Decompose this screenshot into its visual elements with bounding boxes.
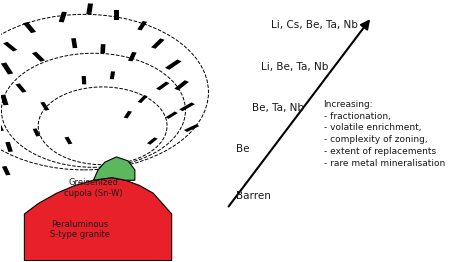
Polygon shape xyxy=(93,157,135,180)
Text: Increasing:
- fractionation,
- volatile enrichment,
- complexity of zoning,
- ex: Increasing: - fractionation, - volatile … xyxy=(324,100,445,168)
Polygon shape xyxy=(165,59,182,70)
Polygon shape xyxy=(2,166,10,175)
Polygon shape xyxy=(156,81,170,90)
Polygon shape xyxy=(24,178,172,261)
Text: Peraluminous
S-type granite: Peraluminous S-type granite xyxy=(50,220,109,239)
Polygon shape xyxy=(128,52,137,61)
Text: Barren: Barren xyxy=(236,191,271,201)
Polygon shape xyxy=(137,21,147,30)
Text: Be, Ta, Nb: Be, Ta, Nb xyxy=(252,103,304,113)
Polygon shape xyxy=(23,22,36,33)
Polygon shape xyxy=(40,102,49,111)
Polygon shape xyxy=(64,137,73,144)
Text: Be: Be xyxy=(236,144,250,154)
Polygon shape xyxy=(16,83,27,93)
Polygon shape xyxy=(110,71,115,79)
Polygon shape xyxy=(174,80,189,90)
Polygon shape xyxy=(59,12,67,22)
Polygon shape xyxy=(71,38,77,48)
Polygon shape xyxy=(179,102,195,111)
Text: Greisenized
cupola (Sn-W): Greisenized cupola (Sn-W) xyxy=(64,178,123,198)
Polygon shape xyxy=(5,142,13,152)
Polygon shape xyxy=(1,62,13,74)
Text: Li, Be, Ta, Nb: Li, Be, Ta, Nb xyxy=(261,63,329,73)
Polygon shape xyxy=(151,38,164,49)
Polygon shape xyxy=(184,124,199,132)
Polygon shape xyxy=(82,76,86,84)
Polygon shape xyxy=(0,95,9,105)
Polygon shape xyxy=(86,3,93,14)
Polygon shape xyxy=(32,52,45,62)
Polygon shape xyxy=(165,111,178,119)
Polygon shape xyxy=(0,120,4,131)
Polygon shape xyxy=(114,10,119,20)
Polygon shape xyxy=(137,95,148,103)
Polygon shape xyxy=(3,42,17,51)
Polygon shape xyxy=(100,44,106,53)
Polygon shape xyxy=(124,111,132,118)
Polygon shape xyxy=(33,128,40,137)
Polygon shape xyxy=(147,137,158,145)
Text: Li, Cs, Be, Ta, Nb: Li, Cs, Be, Ta, Nb xyxy=(271,20,357,30)
